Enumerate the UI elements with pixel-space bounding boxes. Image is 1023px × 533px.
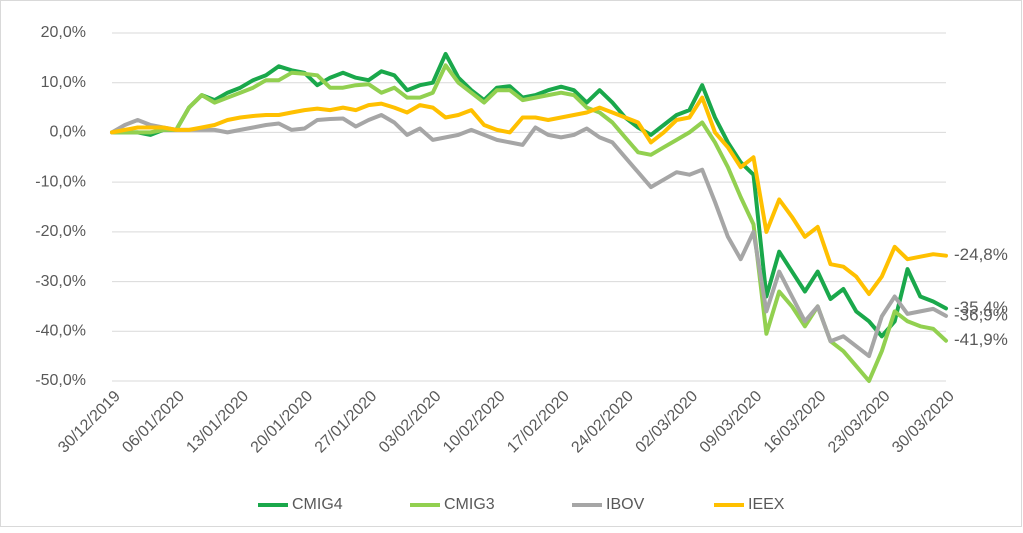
data-label: -41,9% — [954, 330, 1008, 349]
legend-label: IEEX — [748, 496, 785, 513]
series-line — [110, 113, 948, 359]
series-line — [110, 63, 948, 383]
y-tick-label: -10,0% — [35, 173, 86, 190]
y-tick-label: -20,0% — [35, 223, 86, 240]
y-tick-label: 0,0% — [50, 124, 86, 141]
data-label: -24,8% — [954, 245, 1008, 264]
y-tick-label: 20,0% — [41, 24, 86, 41]
y-tick-label: -30,0% — [35, 273, 86, 290]
data-label: -36,9% — [954, 305, 1008, 324]
y-tick-label: -40,0% — [35, 323, 86, 340]
y-tick-label: -50,0% — [35, 372, 86, 389]
series-line — [110, 95, 948, 296]
legend-label: IBOV — [606, 496, 645, 513]
y-tick-label: 10,0% — [41, 74, 86, 91]
series-line — [110, 51, 948, 339]
legend-label: CMIG4 — [292, 496, 343, 513]
data-label: -35,4% — [954, 298, 1008, 317]
legend-label: CMIG3 — [444, 496, 495, 513]
